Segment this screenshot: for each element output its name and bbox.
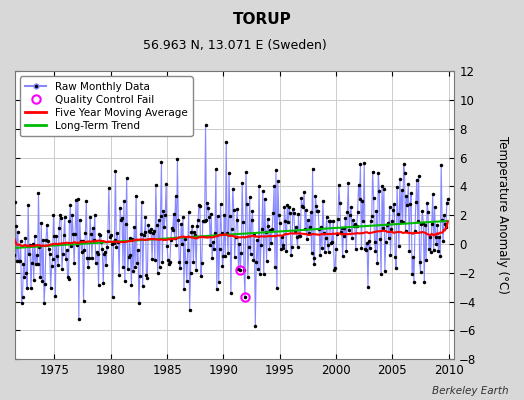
Text: Berkeley Earth: Berkeley Earth [432,386,508,396]
Legend: Raw Monthly Data, Quality Control Fail, Five Year Moving Average, Long-Term Tren: Raw Monthly Data, Quality Control Fail, … [20,76,192,136]
Y-axis label: Temperature Anomaly (°C): Temperature Anomaly (°C) [496,136,509,294]
Title: 56.963 N, 13.071 E (Sweden): 56.963 N, 13.071 E (Sweden) [143,39,326,52]
Text: TORUP: TORUP [233,12,291,27]
